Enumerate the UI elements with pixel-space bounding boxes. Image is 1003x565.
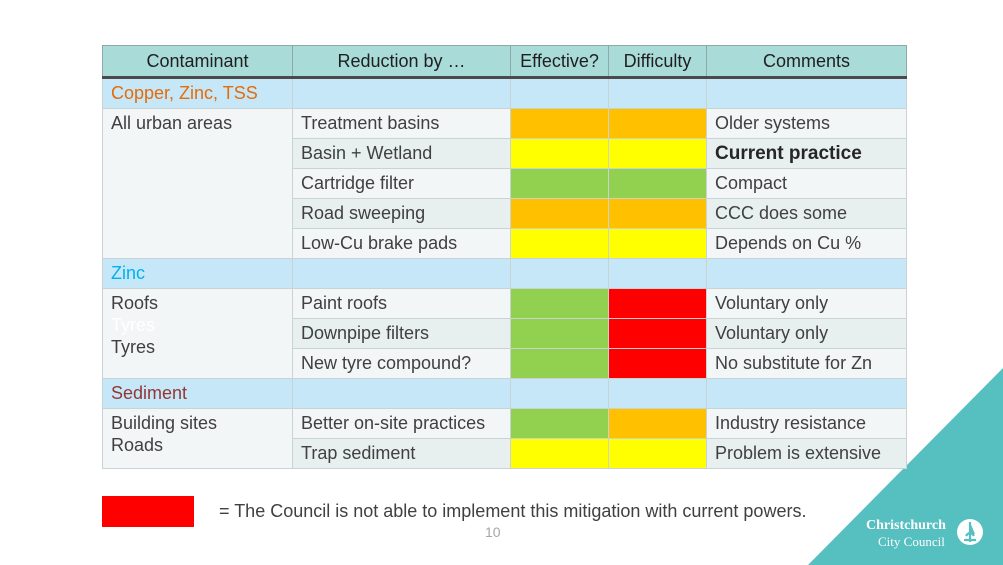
legend-red-swatch — [102, 496, 194, 527]
council-logo: Christchurch City Council — [866, 516, 986, 550]
effective-rating — [510, 108, 609, 139]
header-reduction: Reduction by … — [292, 45, 511, 79]
header-effective: Effective? — [510, 45, 609, 79]
table-header-row: Contaminant Reduction by … Effective? Di… — [102, 45, 907, 79]
difficulty-rating — [608, 318, 707, 349]
header-comments: Comments — [706, 45, 907, 79]
effective-rating — [510, 408, 609, 439]
reduction-cell: Trap sediment — [292, 438, 511, 469]
comment-cell: CCC does some — [706, 198, 907, 229]
mitigation-table: Contaminant Reduction by … Effective? Di… — [102, 45, 907, 469]
table-row: New tyre compound? No substitute for Zn — [103, 348, 907, 379]
table-row: Trap sediment Problem is extensive — [103, 438, 907, 469]
section-row: Copper, Zinc, TSS — [102, 77, 907, 109]
page-number: 10 — [485, 524, 501, 540]
comment-cell: Industry resistance — [706, 408, 907, 439]
table-row: Low-Cu brake pads Depends on Cu % — [103, 228, 907, 259]
reduction-cell: Better on-site practices — [292, 408, 511, 439]
comment-cell: Current practice — [706, 138, 907, 169]
effective-rating — [510, 318, 609, 349]
section-row: Sediment — [102, 378, 907, 409]
logo-line-2: City Council — [878, 534, 945, 549]
contaminant-cell: All urban areas — [102, 108, 293, 259]
table-row: Roofs Tyres Tyres Paint roofs Voluntary … — [102, 288, 907, 379]
contaminant-line: All urban areas — [111, 113, 233, 133]
comment-cell: Depends on Cu % — [706, 228, 907, 259]
table-row: Cartridge filter Compact — [103, 168, 907, 199]
effective-rating — [510, 348, 609, 379]
difficulty-rating — [608, 168, 707, 199]
reduction-cell: Road sweeping — [292, 198, 511, 229]
comment-cell: Older systems — [706, 108, 907, 139]
comment-cell: Compact — [706, 168, 907, 199]
contaminant-cell: Building sites Roads — [102, 408, 293, 469]
reduction-cell: Cartridge filter — [292, 168, 511, 199]
section-title-zinc: Zinc — [102, 258, 293, 289]
cathedral-icon — [957, 519, 983, 545]
table-row: Basin + Wetland Current practice — [103, 138, 907, 169]
contaminant-line: Roofs — [111, 293, 159, 313]
legend-text: = The Council is not able to implement t… — [219, 501, 807, 521]
effective-rating — [510, 138, 609, 169]
effective-rating — [510, 228, 609, 259]
effective-rating — [510, 288, 609, 319]
contaminant-line: Tyres — [111, 337, 156, 357]
section-row: Zinc — [102, 258, 907, 289]
difficulty-rating — [608, 438, 707, 469]
effective-rating — [510, 438, 609, 469]
table-row: All urban areas Treatment basins Older s… — [102, 108, 907, 259]
table-row: Downpipe filters Voluntary only — [103, 318, 907, 349]
table-row: Road sweeping CCC does some — [103, 198, 907, 229]
difficulty-rating — [608, 108, 707, 139]
contaminant-line: Roads — [111, 435, 164, 455]
table-row: Building sites Roads Better on-site prac… — [102, 408, 907, 469]
contaminant-line: Building sites — [111, 413, 218, 433]
header-difficulty: Difficulty — [608, 45, 707, 79]
effective-rating — [510, 198, 609, 229]
header-contaminant: Contaminant — [102, 45, 293, 79]
comment-cell: No substitute for Zn — [706, 348, 907, 379]
contaminant-cell: Roofs Tyres Tyres — [102, 288, 293, 379]
difficulty-rating — [608, 408, 707, 439]
comment-cell: Voluntary only — [706, 288, 907, 319]
difficulty-rating — [608, 138, 707, 169]
comment-cell: Problem is extensive — [706, 438, 907, 469]
section-title-copper: Copper, Zinc, TSS — [102, 77, 293, 109]
reduction-cell: Downpipe filters — [292, 318, 511, 349]
logo-line-1: Christchurch — [866, 518, 946, 533]
difficulty-rating — [608, 288, 707, 319]
effective-rating — [510, 168, 609, 199]
section-title-sediment: Sediment — [102, 378, 293, 409]
reduction-cell: Basin + Wetland — [292, 138, 511, 169]
reduction-cell: Paint roofs — [292, 288, 511, 319]
contaminant-line-faint: Tyres — [111, 315, 156, 335]
difficulty-rating — [608, 198, 707, 229]
difficulty-rating — [608, 228, 707, 259]
reduction-cell: Treatment basins — [292, 108, 511, 139]
reduction-cell: New tyre compound? — [292, 348, 511, 379]
difficulty-rating — [608, 348, 707, 379]
comment-cell: Voluntary only — [706, 318, 907, 349]
reduction-cell: Low-Cu brake pads — [292, 228, 511, 259]
